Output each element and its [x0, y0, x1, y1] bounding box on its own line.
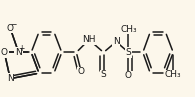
Text: O: O	[1, 48, 8, 57]
Text: −: −	[10, 20, 17, 29]
Text: S: S	[126, 48, 131, 57]
Text: N: N	[113, 37, 120, 46]
Text: CH₃: CH₃	[165, 70, 182, 79]
Text: N: N	[15, 48, 22, 57]
Text: NH: NH	[82, 35, 96, 44]
Text: O: O	[78, 67, 85, 76]
Text: O: O	[7, 24, 14, 33]
Text: S: S	[101, 70, 106, 79]
Text: N: N	[7, 74, 14, 83]
Text: O: O	[125, 71, 132, 80]
Text: CH₃: CH₃	[120, 25, 137, 34]
Text: +: +	[19, 44, 25, 53]
